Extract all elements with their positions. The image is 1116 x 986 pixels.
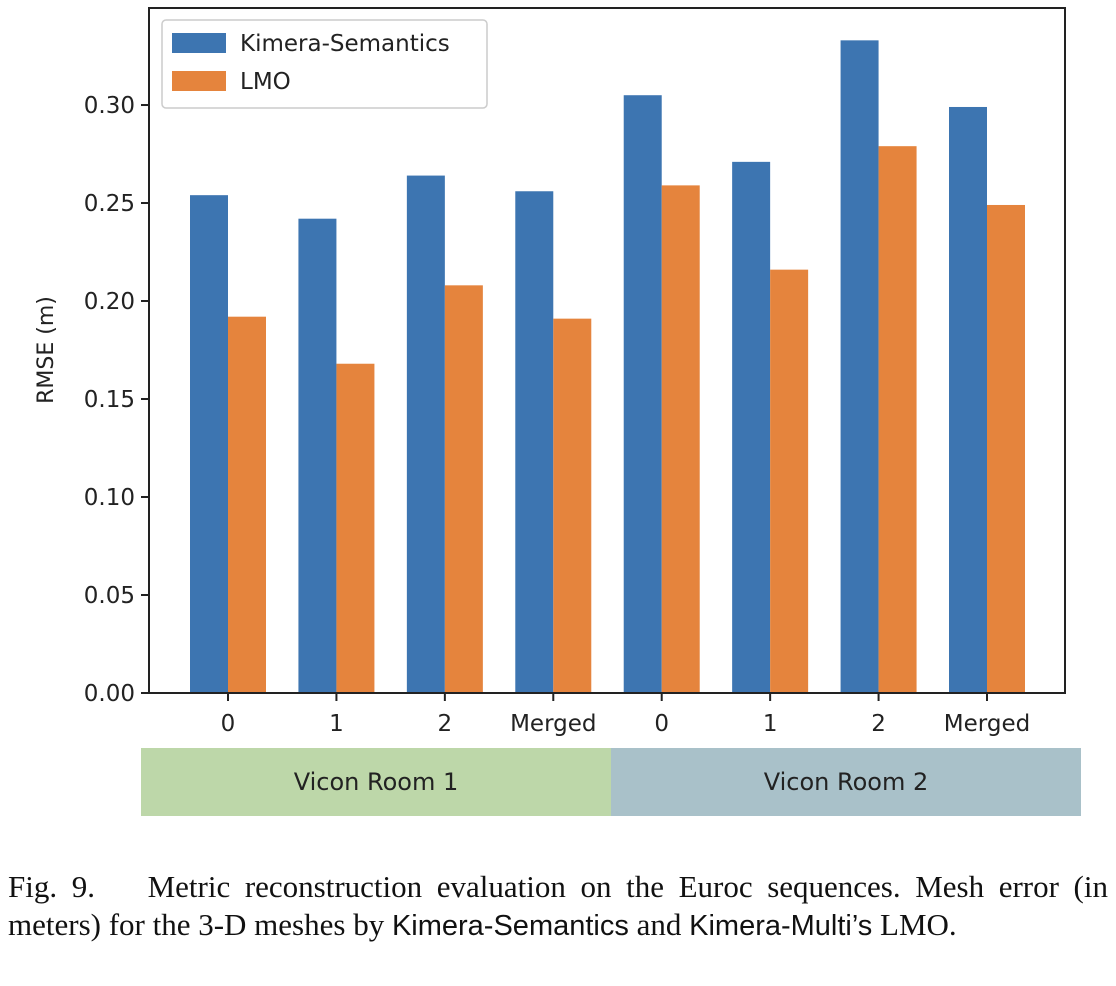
x-tick-label: 0 xyxy=(221,711,236,737)
caption-text-1: Metric reconstruction evaluation on the … xyxy=(8,869,1108,942)
y-tick-label: 0.25 xyxy=(84,191,135,217)
caption-method-kimera-multi: Kimera-Multi’s xyxy=(689,910,873,942)
group-band-vicon-room-1 xyxy=(141,748,611,816)
legend-swatch-kimera-semantics xyxy=(172,33,226,53)
y-tick-label: 0.00 xyxy=(84,681,135,707)
x-tick-label: Merged xyxy=(510,711,596,737)
group-band-vicon-room-2 xyxy=(611,748,1081,816)
legend-swatch-lmo xyxy=(172,71,226,91)
caption-text-2: and xyxy=(636,907,682,942)
bar-lmo-1 xyxy=(336,363,375,693)
y-tick-label: 0.15 xyxy=(84,387,135,413)
y-axis-label: RMSE (m) xyxy=(34,296,59,404)
bar-lmo-3 xyxy=(553,318,592,693)
bar-kimera-semantics-4 xyxy=(623,95,662,693)
plot-frame xyxy=(148,7,1066,694)
y-tick-label: 0.05 xyxy=(84,583,135,609)
bar-kimera-semantics-3 xyxy=(515,191,554,694)
legend-label-kimera-semantics: Kimera-Semantics xyxy=(240,31,450,57)
y-tick-label: 0.20 xyxy=(84,289,135,315)
x-tick-label: 1 xyxy=(763,711,778,737)
bar-kimera-semantics-5 xyxy=(732,161,771,693)
y-axis: 0.00 0.05 0.10 0.15 0.20 0.25 0.30 xyxy=(84,93,149,707)
group-bands: Vicon Room 1 Vicon Room 2 xyxy=(141,748,1081,816)
x-axis: 0 1 2 Merged 0 1 2 Merged xyxy=(221,693,1030,737)
caption-method-kimera-semantics: Kimera-Semantics xyxy=(391,910,629,942)
bar-lmo-2 xyxy=(444,285,483,693)
bars-layer xyxy=(190,40,1025,694)
legend-box xyxy=(161,19,488,109)
bar-kimera-semantics-6 xyxy=(840,40,879,694)
y-tick-label: 0.30 xyxy=(84,93,135,119)
bar-kimera-semantics-7 xyxy=(949,106,987,693)
x-tick-label: Merged xyxy=(944,711,1030,737)
legend: Kimera-Semantics LMO xyxy=(161,19,488,109)
caption-text-3: LMO. xyxy=(880,907,957,942)
group-label-vicon-room-2: Vicon Room 2 xyxy=(764,768,929,796)
bar-kimera-semantics-0 xyxy=(190,195,228,693)
bar-lmo-0 xyxy=(228,316,266,693)
bar-lmo-4 xyxy=(661,185,700,693)
x-tick-label: 1 xyxy=(329,711,344,737)
x-tick-label: 2 xyxy=(438,711,453,737)
legend-label-lmo: LMO xyxy=(240,69,291,95)
bar-lmo-6 xyxy=(878,146,917,693)
y-tick-label: 0.10 xyxy=(84,485,135,511)
bar-chart: 0.00 0.05 0.10 0.15 0.20 0.25 0.30 0 1 2 Merged 0 1… xyxy=(34,7,1081,816)
group-label-vicon-room-1: Vicon Room 1 xyxy=(294,768,459,796)
bar-kimera-semantics-1 xyxy=(298,218,337,693)
figure-caption: Fig. 9. Metric reconstruction evaluation… xyxy=(8,868,1108,945)
caption-figure-number: Fig. 9. xyxy=(8,869,95,904)
bar-lmo-7 xyxy=(987,204,1025,693)
bar-lmo-5 xyxy=(770,269,809,693)
bar-kimera-semantics-2 xyxy=(406,175,445,694)
x-tick-label: 2 xyxy=(871,711,886,737)
x-tick-label: 0 xyxy=(654,711,669,737)
